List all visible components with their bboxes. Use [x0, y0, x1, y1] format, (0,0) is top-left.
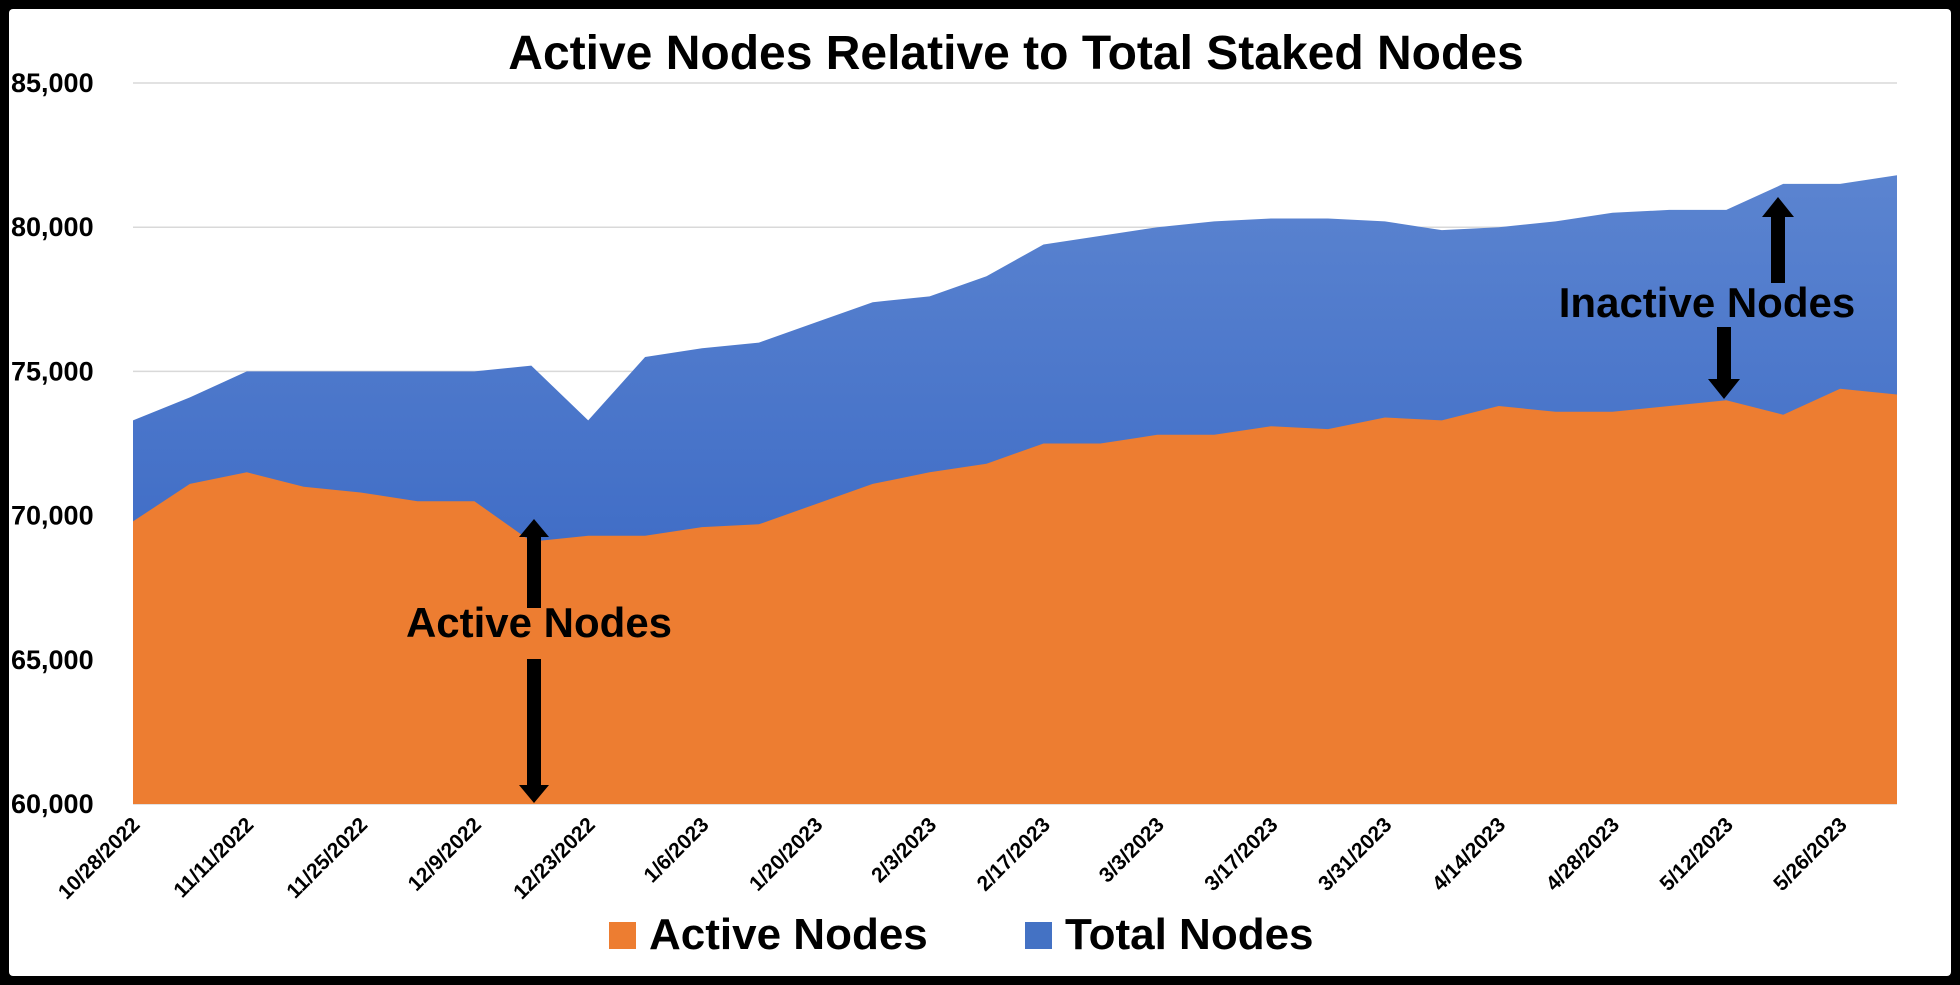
arrow-up-icon	[519, 519, 549, 608]
x-tick-label: 4/14/2023	[1428, 813, 1510, 895]
x-tick-label: 11/11/2022	[169, 813, 258, 902]
active-nodes-annotation-label: Active Nodes	[406, 599, 672, 646]
active-nodes-annotation: Active Nodes	[406, 519, 672, 803]
arrow-up-icon	[1762, 197, 1794, 283]
area-chart: 60,000 65,000 70,000 75,000 80,000 85,000 10/…	[11, 27, 1897, 959]
x-tick-label: 3/31/2023	[1314, 813, 1396, 895]
legend-swatch-total	[1025, 922, 1052, 949]
legend-swatch-active	[609, 922, 636, 949]
x-tick-label: 3/17/2023	[1200, 813, 1282, 895]
legend-label-total: Total Nodes	[1065, 910, 1314, 959]
y-tick-label: 80,000	[11, 212, 94, 242]
legend: Active Nodes Total Nodes	[609, 910, 1314, 959]
y-tick-label: 75,000	[11, 356, 94, 386]
inactive-nodes-annotation-label: Inactive Nodes	[1559, 279, 1855, 326]
x-tick-label: 1/6/2023	[639, 813, 713, 887]
y-tick-label: 60,000	[11, 789, 94, 819]
x-tick-label: 4/28/2023	[1542, 813, 1624, 895]
y-tick-label: 70,000	[11, 501, 94, 531]
x-tick-label: 10/28/2022	[54, 813, 145, 904]
x-tick-label: 1/20/2023	[745, 813, 827, 895]
x-tick-label: 3/3/2023	[1095, 813, 1169, 887]
series-area-active-nodes	[133, 388, 1897, 804]
inactive-nodes-annotation: Inactive Nodes	[1559, 197, 1855, 399]
x-tick-label: 11/25/2022	[282, 813, 372, 903]
x-tick-label: 2/3/2023	[867, 813, 941, 887]
x-tick-label: 5/12/2023	[1655, 813, 1737, 895]
x-tick-label: 12/9/2022	[404, 813, 486, 895]
chart-panel: 60,000 65,000 70,000 75,000 80,000 85,000 10/…	[9, 9, 1951, 976]
arrow-down-icon	[519, 659, 549, 803]
x-tick-label: 12/23/2022	[509, 813, 600, 904]
legend-label-active: Active Nodes	[649, 910, 928, 959]
y-tick-label: 65,000	[11, 645, 94, 675]
x-tick-label: 5/26/2023	[1769, 813, 1851, 895]
x-tick-label: 2/17/2023	[973, 813, 1055, 895]
chart-title: Active Nodes Relative to Total Staked No…	[508, 27, 1523, 80]
y-tick-label: 85,000	[11, 68, 94, 98]
arrow-down-icon	[1708, 327, 1740, 399]
